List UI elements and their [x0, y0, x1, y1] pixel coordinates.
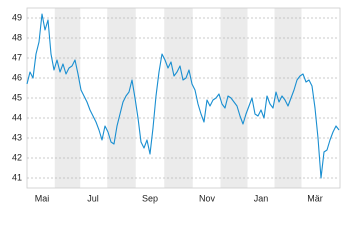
x-tick-label: Sep	[142, 193, 158, 203]
x-tick-label: Nov	[199, 193, 216, 203]
y-tick-label: 47	[12, 52, 22, 62]
y-tick-label: 43	[12, 132, 22, 142]
y-tick-label: 46	[12, 72, 22, 82]
x-tick-label: Mär	[307, 193, 323, 203]
y-tick-label: 48	[12, 32, 22, 42]
y-tick-label: 45	[12, 92, 22, 102]
x-tick-label: Jul	[87, 193, 99, 203]
x-tick-label: Mai	[35, 193, 50, 203]
price-line	[26, 13, 340, 179]
y-tick-label: 42	[12, 152, 22, 162]
x-tick-label: Jan	[254, 193, 269, 203]
y-tick-label: 41	[12, 172, 22, 182]
y-tick-label: 49	[12, 12, 22, 22]
y-tick-label: 44	[12, 112, 22, 122]
chart: 41 42 43 44 45 46 47 48 49 Mai Jul Sep Nov Jan Mär	[12, 7, 341, 203]
